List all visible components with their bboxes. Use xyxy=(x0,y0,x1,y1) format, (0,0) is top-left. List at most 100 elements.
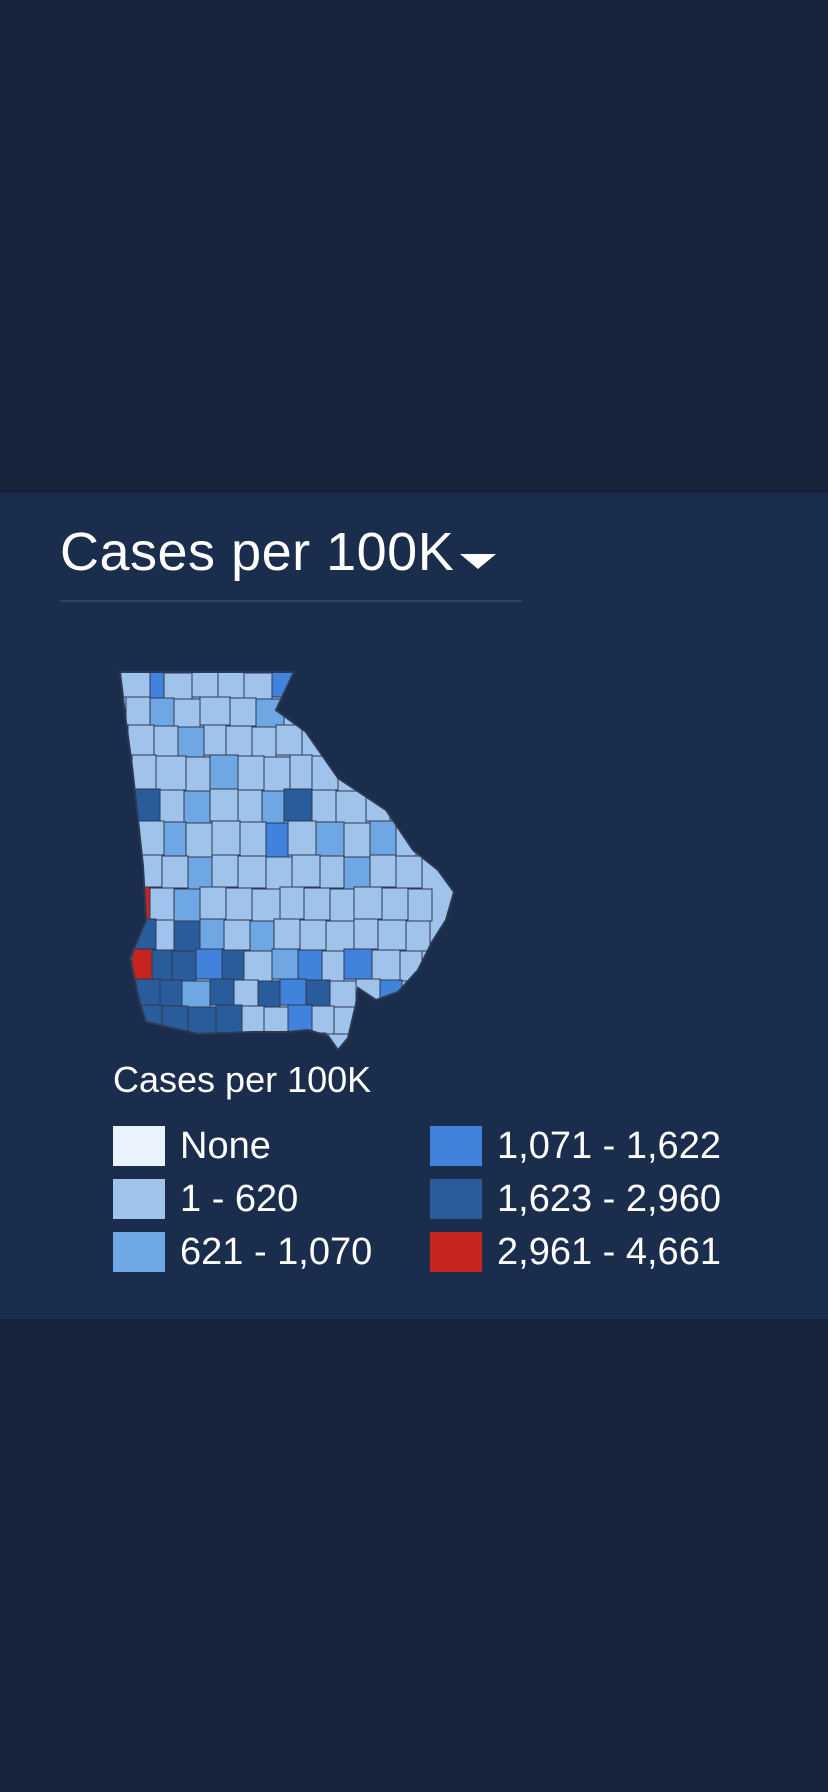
county-shape[interactable] xyxy=(377,919,407,951)
county-shape[interactable] xyxy=(371,949,401,981)
county-shape[interactable] xyxy=(279,978,307,1006)
georgia-county-map[interactable] xyxy=(118,670,460,1054)
county-shape[interactable] xyxy=(335,790,367,824)
county-shape[interactable] xyxy=(120,671,151,698)
county-shape[interactable] xyxy=(217,672,245,699)
county-shape[interactable] xyxy=(343,822,371,858)
county-shape[interactable] xyxy=(279,886,305,920)
county-shape[interactable] xyxy=(289,754,313,790)
county-shape[interactable] xyxy=(139,1004,163,1034)
county-shape[interactable] xyxy=(381,887,409,921)
county-shape[interactable] xyxy=(265,822,289,858)
county-shape[interactable] xyxy=(203,724,227,756)
county-shape[interactable] xyxy=(199,696,231,726)
county-shape[interactable] xyxy=(155,919,175,951)
county-shape[interactable] xyxy=(159,979,183,1007)
county-shape[interactable] xyxy=(239,821,267,857)
county-shape[interactable] xyxy=(199,886,227,920)
county-shape[interactable] xyxy=(319,855,345,889)
county-shape[interactable] xyxy=(283,696,311,726)
county-shape[interactable] xyxy=(135,886,151,920)
county-shape[interactable] xyxy=(203,1034,231,1054)
county-shape[interactable] xyxy=(173,920,201,952)
county-shape[interactable] xyxy=(185,822,213,858)
county-shape[interactable] xyxy=(287,1004,313,1034)
county-shape[interactable] xyxy=(237,789,263,823)
metric-dropdown[interactable]: Cases per 100K xyxy=(60,520,522,602)
county-shape[interactable] xyxy=(221,949,245,981)
county-shape[interactable] xyxy=(369,854,397,888)
county-shape[interactable] xyxy=(243,950,273,982)
county-shape[interactable] xyxy=(395,855,423,889)
county-shape[interactable] xyxy=(209,978,235,1006)
county-shape[interactable] xyxy=(155,755,187,791)
county-shape[interactable] xyxy=(195,948,223,980)
county-shape[interactable] xyxy=(175,1033,205,1054)
county-shape[interactable] xyxy=(279,1034,303,1054)
county-shape[interactable] xyxy=(311,1005,335,1035)
county-shape[interactable] xyxy=(329,888,355,922)
county-shape[interactable] xyxy=(229,697,257,727)
county-shape[interactable] xyxy=(149,887,175,921)
county-shape[interactable] xyxy=(297,949,323,981)
county-shape[interactable] xyxy=(353,918,379,950)
county-shape[interactable] xyxy=(273,918,301,950)
county-shape[interactable] xyxy=(199,918,225,950)
county-shape[interactable] xyxy=(301,1032,327,1053)
county-shape[interactable] xyxy=(265,856,293,890)
county-shape[interactable] xyxy=(173,698,201,728)
county-shape[interactable] xyxy=(225,887,253,921)
county-shape[interactable] xyxy=(185,756,211,792)
county-shape[interactable] xyxy=(149,697,175,727)
county-shape[interactable] xyxy=(183,790,211,824)
county-shape[interactable] xyxy=(187,856,213,890)
county-shape[interactable] xyxy=(211,854,239,888)
county-shape[interactable] xyxy=(405,920,431,952)
county-shape[interactable] xyxy=(263,1006,289,1036)
county-shape[interactable] xyxy=(257,980,281,1008)
county-shape[interactable] xyxy=(151,949,173,981)
county-shape[interactable] xyxy=(225,725,253,757)
county-shape[interactable] xyxy=(305,979,331,1007)
county-shape[interactable] xyxy=(173,888,201,922)
county-shape[interactable] xyxy=(243,672,273,700)
county-shape[interactable] xyxy=(131,948,153,980)
county-shape[interactable] xyxy=(233,979,259,1007)
county-shape[interactable] xyxy=(215,1004,243,1034)
county-shape[interactable] xyxy=(187,1006,217,1036)
county-shape[interactable] xyxy=(315,821,345,857)
county-shape[interactable] xyxy=(209,754,239,790)
county-shape[interactable] xyxy=(163,672,193,700)
county-shape[interactable] xyxy=(191,671,219,698)
county-shape[interactable] xyxy=(161,855,189,889)
county-shape[interactable] xyxy=(291,854,321,888)
county-shape[interactable] xyxy=(343,856,371,890)
county-shape[interactable] xyxy=(271,948,299,980)
county-shape[interactable] xyxy=(153,725,179,757)
county-shape[interactable] xyxy=(311,789,337,823)
county-shape[interactable] xyxy=(149,672,165,699)
county-shape[interactable] xyxy=(229,1032,255,1053)
county-shape[interactable] xyxy=(263,756,291,792)
county-shape[interactable] xyxy=(303,887,331,921)
county-shape[interactable] xyxy=(299,919,327,951)
county-shape[interactable] xyxy=(329,980,357,1008)
county-shape[interactable] xyxy=(355,978,381,1006)
county-shape[interactable] xyxy=(369,820,397,856)
county-shape[interactable] xyxy=(237,855,267,889)
county-shape[interactable] xyxy=(351,1034,379,1054)
county-shape[interactable] xyxy=(159,789,185,823)
county-shape[interactable] xyxy=(171,950,197,982)
county-shape[interactable] xyxy=(223,919,251,951)
county-shape[interactable] xyxy=(251,726,277,758)
county-shape[interactable] xyxy=(379,979,403,1007)
county-shape[interactable] xyxy=(249,920,275,952)
county-shape[interactable] xyxy=(131,754,157,790)
county-shape[interactable] xyxy=(127,724,155,756)
county-shape[interactable] xyxy=(181,980,211,1008)
county-shape[interactable] xyxy=(209,788,239,822)
county-shape[interactable] xyxy=(275,724,303,756)
county-shape[interactable] xyxy=(353,886,383,920)
county-shape[interactable] xyxy=(325,920,355,952)
county-shape[interactable] xyxy=(177,726,205,758)
